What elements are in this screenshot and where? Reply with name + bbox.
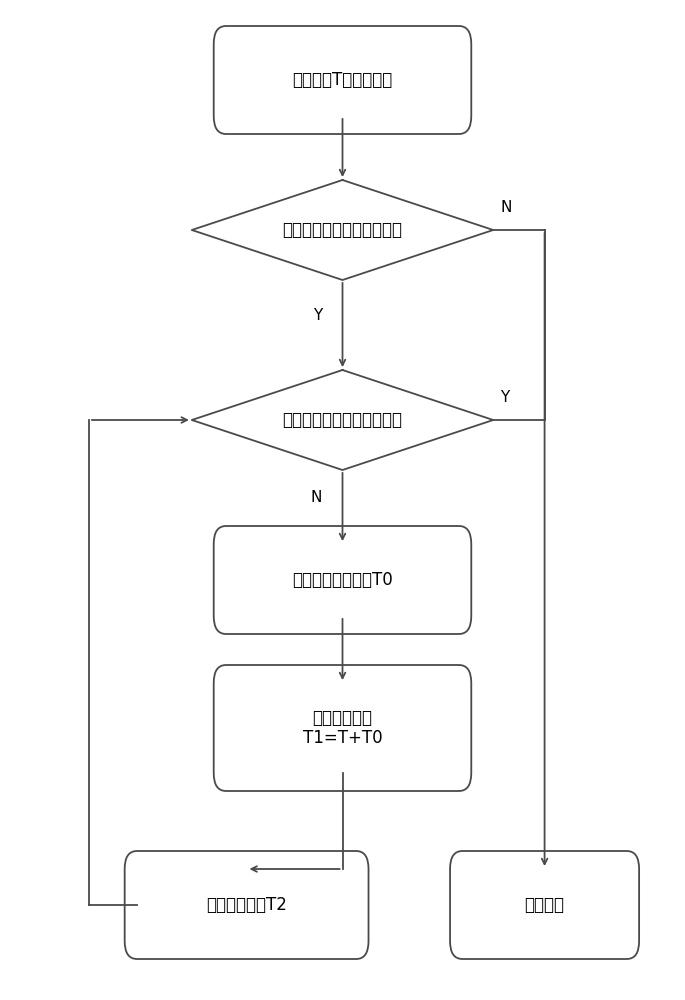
Text: 采集温度T与直径数据: 采集温度T与直径数据 — [292, 71, 393, 89]
Text: 停止监测: 停止监测 — [525, 896, 564, 914]
Polygon shape — [192, 370, 493, 470]
FancyBboxPatch shape — [214, 26, 471, 134]
Text: N: N — [500, 200, 512, 215]
Text: 调整水浴温度
T1=T+T0: 调整水浴温度 T1=T+T0 — [303, 709, 382, 747]
Text: N: N — [310, 490, 322, 505]
Text: Y: Y — [312, 308, 322, 322]
FancyBboxPatch shape — [450, 851, 639, 959]
Text: 等待预设时间T2: 等待预设时间T2 — [206, 896, 287, 914]
Text: 计算所需的温度差T0: 计算所需的温度差T0 — [292, 571, 393, 589]
FancyBboxPatch shape — [214, 665, 471, 791]
FancyBboxPatch shape — [214, 526, 471, 634]
Text: 判断当前是否处于升速阶段: 判断当前是否处于升速阶段 — [282, 221, 403, 239]
Polygon shape — [192, 180, 493, 280]
Text: 判断直径是否在预设范围内: 判断直径是否在预设范围内 — [282, 411, 403, 429]
Text: Y: Y — [500, 390, 510, 405]
FancyBboxPatch shape — [125, 851, 369, 959]
